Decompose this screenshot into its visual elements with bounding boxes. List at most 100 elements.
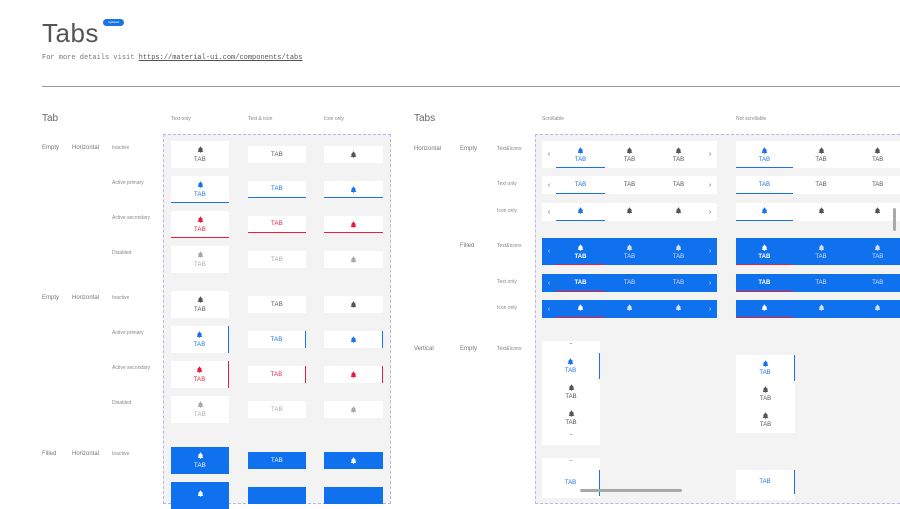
state-label: Active primary (112, 330, 144, 336)
tab[interactable] (793, 300, 850, 318)
tab-icon-only[interactable] (324, 366, 383, 383)
tab-text-icon[interactable] (171, 482, 229, 509)
tab[interactable]: TAB (736, 470, 795, 494)
details-link[interactable]: https://material-ui.com/components/tabs (138, 54, 303, 62)
tab[interactable] (605, 300, 654, 318)
tab-text-icon[interactable]: TAB (171, 141, 229, 168)
chevron-left-icon[interactable]: ‹ (547, 181, 551, 189)
tab[interactable] (736, 300, 793, 318)
tab-text-icon[interactable]: TAB (171, 396, 229, 423)
tab-text-icon[interactable]: TAB (171, 246, 229, 273)
tab[interactable]: TAB (542, 379, 600, 405)
tab-text-only[interactable]: TAB (248, 366, 306, 383)
tab-text-only[interactable]: TAB (248, 216, 306, 233)
horizontal-scrollbar[interactable] (580, 489, 682, 492)
chevron-left-icon[interactable]: ‹ (547, 151, 551, 158)
tab-text-only[interactable] (248, 487, 306, 504)
tab[interactable]: TAB (542, 405, 600, 431)
chevron-left-icon[interactable]: ‹ (547, 208, 551, 216)
tab-icon-only[interactable] (324, 452, 383, 469)
tab[interactable] (556, 203, 605, 221)
tab-icon-only[interactable] (324, 487, 383, 504)
row-content-label: Text&Icons (497, 243, 522, 249)
tab-text-icon[interactable]: TAB (171, 291, 229, 318)
tab-text-icon[interactable]: TAB (171, 361, 229, 388)
tab-text-icon[interactable]: TAB (171, 447, 229, 474)
tab[interactable]: TAB (793, 238, 850, 265)
tab[interactable]: TAB (736, 274, 793, 292)
tab-icon-only[interactable] (324, 331, 383, 348)
tab[interactable] (654, 300, 703, 318)
tab[interactable] (849, 300, 900, 318)
tab[interactable] (654, 203, 703, 221)
tab[interactable]: TAB (736, 238, 793, 265)
tab[interactable]: TAB (654, 176, 703, 194)
tab[interactable]: TAB (556, 238, 605, 265)
tab-text-only[interactable]: TAB (248, 401, 306, 418)
tab-icon-only[interactable] (324, 216, 383, 233)
tab[interactable]: TAB (605, 274, 654, 292)
tab-icon-only[interactable] (324, 296, 383, 313)
tab[interactable]: TAB (605, 141, 654, 168)
tab-text-only[interactable]: TAB (248, 296, 306, 313)
fixed-tabs: TAB TAB TAB (736, 238, 900, 265)
tab[interactable]: TAB (849, 274, 900, 292)
chevron-right-icon[interactable]: › (708, 181, 712, 189)
bell-icon (626, 147, 633, 154)
tab-text-only[interactable]: TAB (248, 331, 306, 348)
tab[interactable]: TAB (736, 355, 795, 381)
tab-text-only[interactable]: TAB (248, 146, 306, 163)
chevron-up-icon[interactable]: ˆ (570, 344, 572, 350)
bell-icon (675, 304, 682, 311)
tab-label: TAB (672, 182, 685, 188)
tab[interactable]: TAB (556, 141, 605, 168)
tab[interactable]: TAB (793, 274, 850, 292)
bell-icon (197, 251, 203, 258)
chevron-right-icon[interactable]: › (708, 305, 712, 313)
tab[interactable]: TAB (736, 141, 793, 168)
chevron-down-icon[interactable]: ˇ (570, 435, 572, 441)
chevron-left-icon[interactable]: ‹ (547, 248, 551, 255)
tab[interactable] (793, 203, 850, 221)
chevron-left-icon[interactable]: ‹ (547, 305, 551, 313)
tab-text-icon[interactable]: TAB (171, 326, 229, 353)
chevron-right-icon[interactable]: › (708, 151, 712, 158)
vertical-scrollbar[interactable] (893, 208, 896, 231)
tab-icon-only[interactable] (324, 251, 383, 268)
tab[interactable] (556, 300, 605, 318)
tab-text-only[interactable]: TAB (248, 452, 306, 469)
tab-text-icon[interactable]: TAB (171, 176, 229, 203)
tab[interactable]: TAB (793, 141, 850, 168)
tab[interactable]: TAB (654, 274, 703, 292)
tab[interactable]: TAB (605, 238, 654, 265)
state-label: Disabled (112, 400, 132, 406)
tab[interactable]: TAB (556, 176, 605, 194)
chevron-right-icon[interactable]: › (708, 208, 712, 216)
tab-text-only[interactable]: TAB (248, 181, 306, 198)
tab[interactable]: TAB (654, 238, 703, 265)
tab[interactable]: TAB (654, 141, 703, 168)
tab[interactable] (736, 203, 793, 221)
tab[interactable]: TAB (605, 176, 654, 194)
tab-text-only[interactable]: TAB (248, 251, 306, 268)
tab[interactable]: TAB (849, 176, 900, 194)
tab[interactable]: TAB (542, 470, 600, 496)
chevron-right-icon[interactable]: › (708, 248, 712, 255)
tab-label: TAB (872, 280, 884, 286)
tab[interactable]: TAB (556, 274, 605, 292)
tab[interactable]: TAB (849, 238, 900, 265)
tab[interactable]: TAB (736, 381, 795, 407)
tab-icon-only[interactable] (324, 181, 383, 198)
tab[interactable]: TAB (736, 176, 793, 194)
chevron-right-icon[interactable]: › (708, 279, 712, 287)
tab[interactable]: TAB (793, 176, 850, 194)
tab[interactable]: TAB (542, 353, 600, 379)
tab[interactable]: TAB (849, 141, 900, 168)
tab[interactable]: TAB (736, 407, 795, 433)
tab[interactable] (605, 203, 654, 221)
chevron-left-icon[interactable]: ‹ (547, 279, 551, 287)
tab[interactable] (849, 203, 900, 221)
tab-icon-only[interactable] (324, 401, 383, 418)
tab-text-icon[interactable]: TAB (171, 211, 229, 238)
tab-icon-only[interactable] (324, 146, 383, 163)
